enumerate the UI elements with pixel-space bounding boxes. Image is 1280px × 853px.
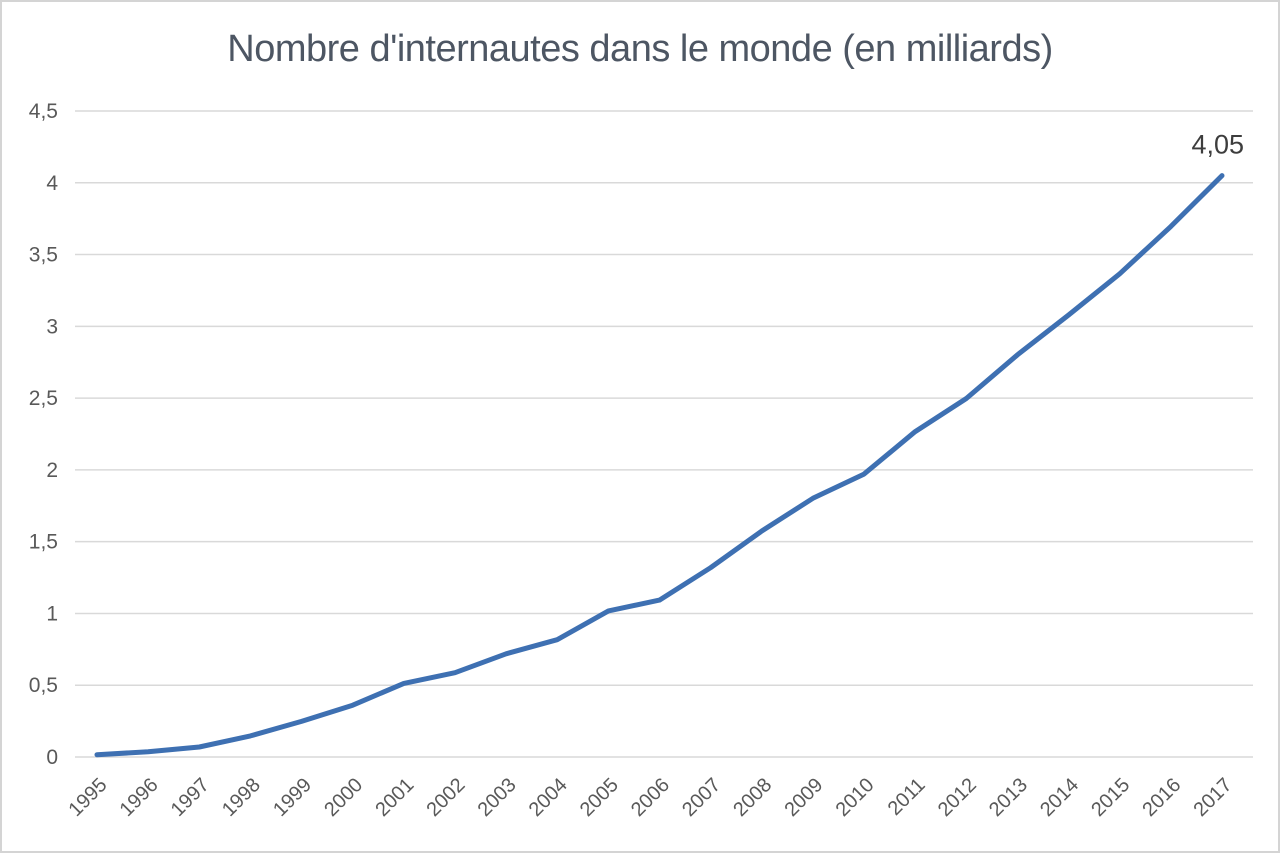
- x-axis-tick-label: 2005: [576, 774, 623, 821]
- x-axis-tick-label: 2008: [729, 774, 776, 821]
- x-axis-tick-label: 2011: [884, 774, 930, 820]
- y-axis-tick-label: 1,5: [29, 531, 58, 554]
- x-axis-tick-label: 2016: [1138, 774, 1185, 821]
- x-axis-tick-label: 2017: [1190, 774, 1237, 821]
- x-axis-tick-label: 2006: [627, 774, 674, 821]
- x-axis-tick-label: 2014: [1036, 774, 1083, 821]
- y-axis-tick-label: 0: [46, 746, 58, 769]
- x-axis-tick-label: 1999: [269, 774, 316, 821]
- y-axis-tick-label: 4: [46, 172, 58, 195]
- x-axis-tick-label: 2010: [832, 774, 879, 821]
- x-axis-tick-label: 1997: [167, 774, 214, 821]
- series-line: [94, 173, 1225, 758]
- x-axis-tick-label: 2002: [422, 774, 469, 821]
- y-axis-tick-label: 0,5: [29, 674, 58, 697]
- x-axis-tick-label: 2015: [1087, 774, 1134, 821]
- y-axis-tick-label: 1: [46, 602, 58, 625]
- last-point-data-label: 4,05: [1191, 130, 1244, 160]
- x-axis-tick-label: 2003: [474, 774, 521, 821]
- x-axis-tick-label: 1998: [218, 774, 265, 821]
- x-axis-tick-label: 2004: [525, 774, 572, 821]
- y-axis-tick-label: 2,5: [29, 387, 58, 410]
- y-axis-tick-label: 2: [46, 459, 58, 482]
- x-axis-tick-label: 1996: [116, 774, 163, 821]
- y-axis-tick-label: 3,5: [29, 244, 58, 267]
- x-axis-tick-label: 1995: [65, 774, 112, 821]
- x-axis-tick-label: 2007: [678, 774, 725, 821]
- x-axis-tick-label: 2000: [320, 774, 367, 821]
- x-axis-tick-label: 2012: [934, 774, 981, 821]
- y-axis-tick-label: 4,5: [29, 100, 58, 123]
- x-axis-tick-label: 2013: [985, 774, 1032, 821]
- x-axis-tick-label: 2001: [371, 774, 418, 821]
- y-axis-tick-label: 3: [46, 315, 58, 338]
- chart-title: Nombre d'internautes dans le monde (en m…: [227, 28, 1053, 70]
- x-axis-tick-label: 2009: [780, 774, 827, 821]
